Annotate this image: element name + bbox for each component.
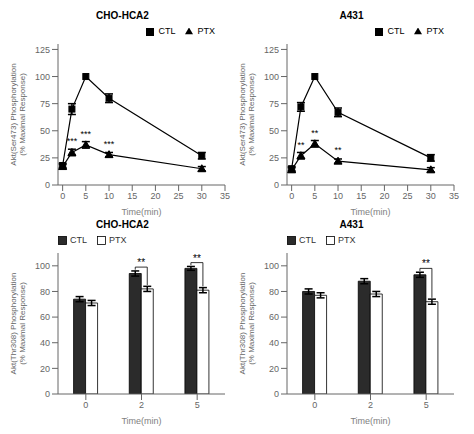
html-text:PTX: PTX [109,235,127,245]
svg-text:20: 20 [150,191,160,201]
svg-text:125: 125 [35,45,50,55]
html-text:A431: A431 [339,10,364,21]
svg-text:2: 2 [368,400,373,410]
svg-text:**: ** [335,145,343,155]
svg-text:0: 0 [83,400,88,410]
html-text:A431: A431 [339,219,364,230]
svg-text:5: 5 [424,400,429,410]
svg-text:0: 0 [60,191,65,201]
html-text:PTX: PTX [197,26,215,36]
svg-text:20: 20 [40,364,50,374]
html-text:PTX: PTX [338,235,356,245]
svg-text:Akt(Thr308) Phosphorylation(%: Akt(Thr308) Phosphorylation(% Maximal Re… [238,273,256,375]
svg-text:15: 15 [356,191,366,201]
svg-text:60: 60 [269,312,279,322]
svg-text:Akt(Thr308) Phosphorylation(%: Akt(Thr308) Phosphorylation(% Maximal Re… [9,273,27,375]
svg-text:100: 100 [264,72,279,82]
svg-text:35: 35 [220,191,230,201]
svg-text:**: ** [311,128,319,138]
svg-text:Akt(Ser473) Phosphorylation(%: Akt(Ser473) Phosphorylation(% Maximal Re… [9,63,27,165]
svg-text:**: ** [297,140,305,150]
svg-text:0: 0 [289,191,294,201]
svg-text:***: *** [67,136,78,146]
svg-text:30: 30 [197,191,207,201]
svg-text:5: 5 [83,191,88,201]
svg-text:2: 2 [139,400,144,410]
svg-text:Time(min): Time(min) [350,207,390,217]
html-text:CHO-HCA2: CHO-HCA2 [96,10,149,21]
svg-text:50: 50 [40,126,50,136]
svg-text:25: 25 [40,153,50,163]
svg-text:35: 35 [449,191,459,201]
svg-text:0: 0 [274,389,279,399]
svg-text:25: 25 [174,191,184,201]
svg-text:80: 80 [269,287,279,297]
svg-text:75: 75 [269,99,279,109]
svg-text:125: 125 [264,45,279,55]
svg-text:0: 0 [312,400,317,410]
svg-text:0: 0 [45,389,50,399]
svg-text:40: 40 [40,338,50,348]
html-text:CTL: CTL [158,26,176,36]
svg-text:***: *** [104,139,115,149]
svg-text:5: 5 [195,400,200,410]
svg-text:0: 0 [274,180,279,190]
svg-text:80: 80 [40,287,50,297]
svg-text:100: 100 [264,261,279,271]
svg-text:20: 20 [269,364,279,374]
svg-text:20: 20 [379,191,389,201]
svg-text:10: 10 [104,191,114,201]
svg-text:50: 50 [269,126,279,136]
svg-text:100: 100 [35,72,50,82]
svg-text:**: ** [137,257,145,268]
svg-text:**: ** [422,258,430,269]
svg-text:0: 0 [45,180,50,190]
svg-text:Time(min): Time(min) [350,416,390,426]
svg-text:Time(min): Time(min) [121,416,161,426]
svg-text:Time(min): Time(min) [121,207,161,217]
html-text:CTL: CTL [299,235,316,245]
svg-text:Akt(Ser473) Phosphorylation(%: Akt(Ser473) Phosphorylation(% Maximal Re… [238,63,256,165]
svg-text:5: 5 [312,191,317,201]
svg-text:**: ** [193,253,201,264]
svg-text:15: 15 [127,191,137,201]
html-text:CTL: CTL [70,235,87,245]
svg-text:25: 25 [269,153,279,163]
svg-text:40: 40 [269,338,279,348]
svg-text:10: 10 [333,191,343,201]
svg-text:100: 100 [35,261,50,271]
html-text:PTX: PTX [426,26,444,36]
svg-text:30: 30 [426,191,436,201]
html-text:CTL: CTL [387,26,405,36]
svg-text:25: 25 [403,191,413,201]
svg-text:60: 60 [40,312,50,322]
svg-text:75: 75 [40,99,50,109]
html-text:CHO-HCA2: CHO-HCA2 [96,219,149,230]
svg-text:***: *** [81,129,92,139]
